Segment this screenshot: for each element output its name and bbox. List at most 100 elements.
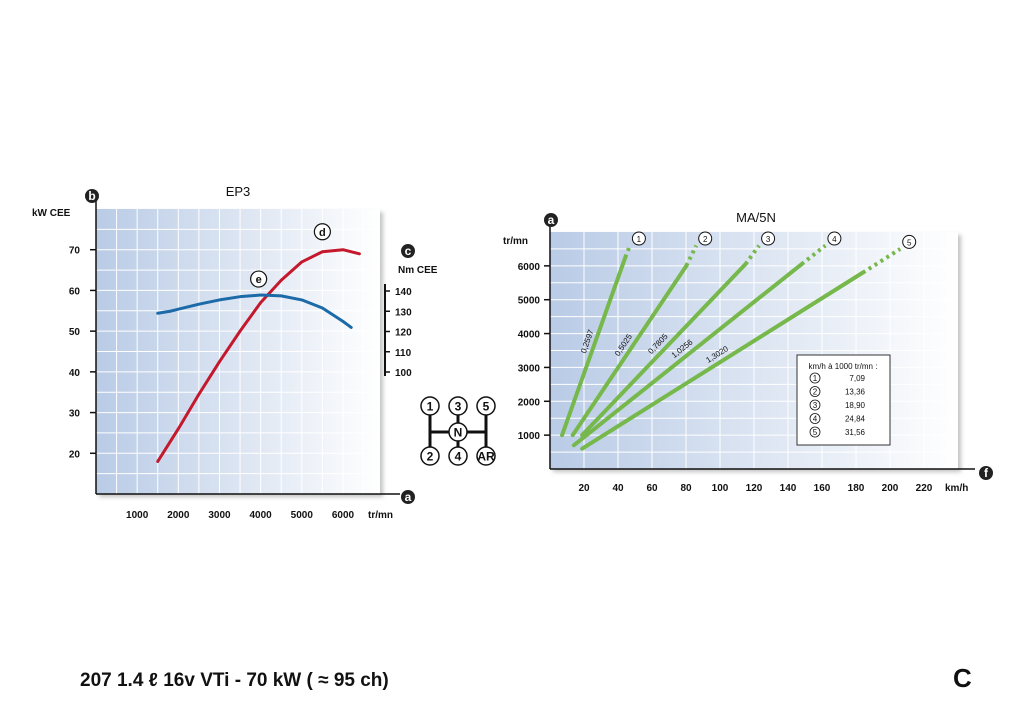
y-tick-label: 60 bbox=[69, 286, 81, 297]
x-tick-label: 4000 bbox=[250, 510, 273, 521]
speed-per-1000rpm-table: km/h à 1000 tr/mn : 1 7,09 2 13,36 3 18,90 4 24… bbox=[796, 354, 891, 446]
curve-label-d: d bbox=[319, 227, 326, 239]
legend-gear-value: 13,36 bbox=[845, 388, 866, 397]
marker-c: c bbox=[401, 244, 415, 258]
x-tick-label: 100 bbox=[712, 483, 729, 494]
y2-tick-label: 130 bbox=[395, 307, 412, 318]
marker-f: f bbox=[979, 466, 993, 480]
marker-a-engine-label: a bbox=[405, 490, 412, 504]
gear-position-circle bbox=[448, 446, 468, 466]
x-tick-label: 1000 bbox=[126, 510, 149, 521]
y-tick-label: 20 bbox=[69, 449, 81, 460]
legend-gear-circle bbox=[809, 399, 821, 411]
y-tick-label: 2000 bbox=[518, 397, 541, 408]
curve-e bbox=[156, 293, 353, 329]
curve-label-e: e bbox=[256, 274, 262, 286]
gear-label-3: 3 bbox=[766, 235, 771, 244]
engine-chart-ticks: 1000 2000 3000 4000 5000 6000 20 30 40 50 60 70 100 1… bbox=[69, 246, 412, 521]
legend-gear-circle bbox=[809, 386, 821, 397]
y-tick-label: 50 bbox=[69, 327, 81, 338]
gear-position-circle bbox=[476, 396, 496, 416]
x-tick-label: 200 bbox=[882, 483, 899, 494]
gear-position-1: 1 bbox=[427, 400, 434, 414]
x-tick-label: 5000 bbox=[291, 510, 314, 521]
gear-line-dotted-1 bbox=[623, 244, 632, 259]
legend-gear-number: 5 bbox=[813, 428, 818, 437]
legend-gear-value: 7,09 bbox=[849, 374, 865, 383]
legend-gear-value: 24,84 bbox=[845, 415, 866, 424]
x-tick-label: 160 bbox=[814, 483, 831, 494]
engine-curve-chart: EP3 kW CEE Nm CEE tr/mn 1000 2000 3000 4000… bbox=[32, 184, 438, 521]
engine-chart-title: EP3 bbox=[226, 184, 251, 199]
legend-gear-number: 2 bbox=[813, 388, 818, 397]
gearbox-chart-ticks: 20 40 60 80 100 120 140 160 180 200 220 1000 2000 300… bbox=[518, 262, 933, 494]
legend-gear-circle bbox=[809, 372, 821, 384]
gear-position-4: 4 bbox=[455, 450, 462, 464]
gear-shift-pattern: 1 3 5 N 2 4 AR bbox=[420, 396, 496, 466]
gear-line-3 bbox=[580, 262, 748, 438]
gear-label-circle bbox=[631, 231, 646, 246]
legend-gear-number: 4 bbox=[813, 415, 818, 424]
gear-line-dotted-5 bbox=[861, 247, 902, 275]
y2-tick-label: 140 bbox=[395, 287, 412, 298]
gear-position-circle bbox=[476, 446, 496, 466]
legend-gear-number: 3 bbox=[813, 401, 818, 410]
y-tick-label: 40 bbox=[69, 368, 81, 379]
gear-label-1: 1 bbox=[637, 235, 642, 244]
curve-d bbox=[156, 248, 361, 463]
curve-label-circle bbox=[250, 270, 268, 288]
x-tick-label: 3000 bbox=[208, 510, 231, 521]
legend-table-title: km/h à 1000 tr/mn : bbox=[809, 362, 878, 371]
gear-label-circle bbox=[761, 231, 776, 246]
x-tick-label: 80 bbox=[680, 483, 692, 494]
y2-tick-label: 120 bbox=[395, 328, 412, 339]
gear-position-N: N bbox=[454, 426, 463, 440]
gear-position-5: 5 bbox=[483, 400, 490, 414]
y-tick-label: 3000 bbox=[518, 363, 541, 374]
gear-label-5: 5 bbox=[907, 238, 912, 247]
x-tick-label: 40 bbox=[612, 483, 624, 494]
gearbox-chart-ylabel: tr/mn bbox=[503, 236, 528, 247]
legend-gear-circle bbox=[809, 413, 821, 424]
gear-position-circle bbox=[448, 422, 468, 442]
y-tick-label: 6000 bbox=[518, 262, 541, 273]
x-tick-label: 120 bbox=[746, 483, 763, 494]
x-tick-label: 20 bbox=[578, 483, 590, 494]
curve-label-circle bbox=[313, 223, 331, 241]
gear-label-circle bbox=[698, 231, 713, 246]
gear-line-5 bbox=[580, 270, 865, 451]
x-tick-label: 6000 bbox=[332, 510, 355, 521]
marker-a-engine: a bbox=[401, 490, 415, 504]
x-tick-label: 140 bbox=[780, 483, 797, 494]
legend-gear-number: 1 bbox=[813, 374, 818, 383]
y-tick-label: 5000 bbox=[518, 296, 541, 307]
y-tick-label: 30 bbox=[69, 409, 81, 420]
y-tick-label: 70 bbox=[69, 246, 81, 257]
gear-label-2: 2 bbox=[703, 235, 708, 244]
engine-chart-y2label: Nm CEE bbox=[398, 265, 438, 276]
marker-a-gearbox: a bbox=[544, 213, 558, 227]
engine-chart-xlabel: tr/mn bbox=[368, 510, 393, 521]
gear-label-circle bbox=[827, 231, 842, 246]
gear-line-dotted-4 bbox=[800, 243, 827, 266]
marker-a-gearbox-label: a bbox=[548, 213, 555, 227]
y2-tick-label: 110 bbox=[395, 348, 412, 359]
x-tick-label: 220 bbox=[916, 483, 933, 494]
gear-line-2 bbox=[570, 263, 689, 438]
marker-c-label: c bbox=[405, 244, 412, 258]
gear-label-circle bbox=[902, 234, 917, 249]
legend-gear-circle bbox=[809, 426, 821, 438]
gear-label-4: 4 bbox=[832, 235, 837, 244]
gear-position-circle bbox=[420, 446, 440, 466]
y-tick-label: 4000 bbox=[518, 330, 541, 341]
page-letter: C bbox=[953, 663, 972, 693]
y2-tick-label: 100 bbox=[395, 368, 412, 379]
gearbox-chart-xlabel: km/h bbox=[945, 483, 968, 494]
gearbox-speed-chart: MA/5N tr/mn km/h 20 40 60 80 100 120 140 160 180… bbox=[503, 210, 993, 494]
legend-gear-value: 31,56 bbox=[845, 428, 866, 437]
gear-position-AR: AR bbox=[477, 450, 495, 464]
gear-position-3: 3 bbox=[455, 400, 462, 414]
gear-position-circle bbox=[448, 396, 468, 416]
